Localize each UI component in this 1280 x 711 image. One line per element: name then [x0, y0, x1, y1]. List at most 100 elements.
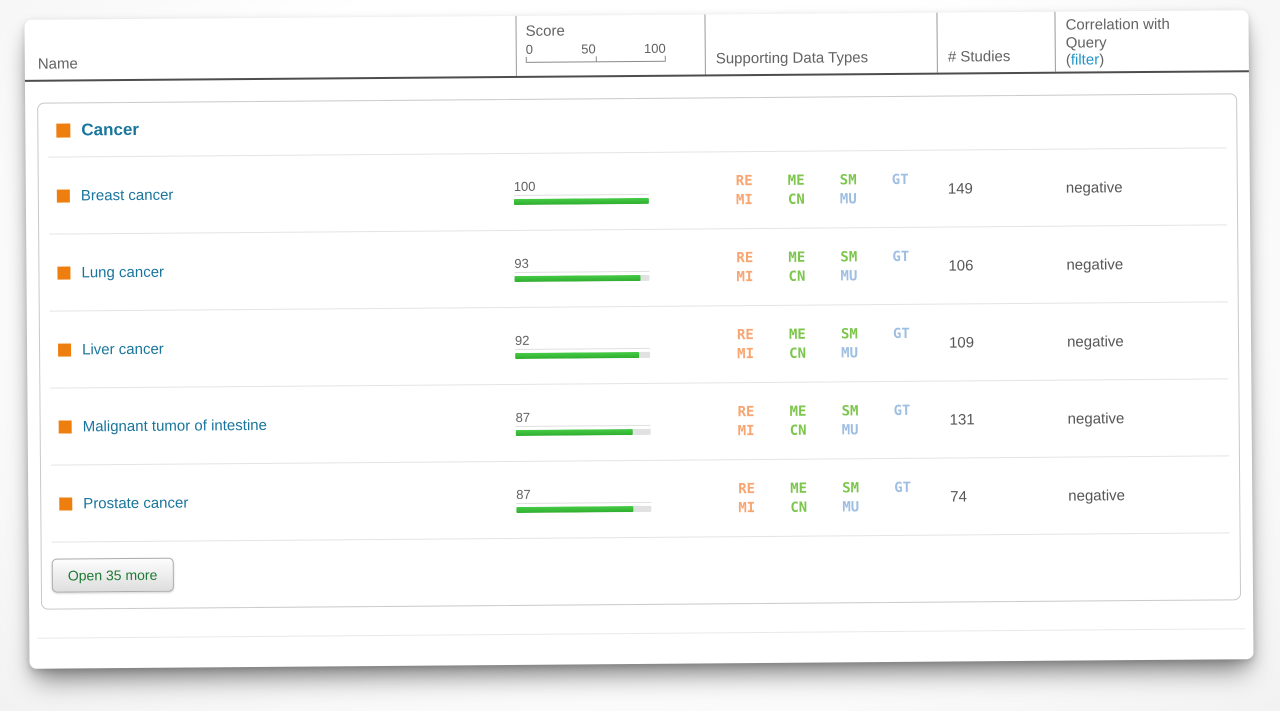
data-type-badge-sm: SM	[840, 248, 858, 265]
data-type-badge-mi: MI	[737, 422, 755, 439]
supporting-data-types-badges: RE ME SM GT MI CN MU	[706, 479, 938, 516]
row-name-link[interactable]: Prostate cancer	[83, 494, 189, 512]
data-type-badge-gt: GT	[893, 402, 911, 419]
data-type-badge-sm: SM	[841, 402, 859, 419]
column-header-studies: # Studies	[936, 11, 1055, 73]
score-value: 87	[515, 408, 651, 427]
correlation-value: negative	[1068, 486, 1126, 505]
data-type-badge-re: RE	[738, 480, 756, 497]
data-type-badge-me: ME	[788, 326, 806, 343]
score-value: 93	[514, 254, 650, 273]
cancer-group-panel: Cancer Breast cancer 100 RE ME SM GT MI CN MU …	[37, 93, 1242, 610]
orange-square-icon	[56, 188, 70, 203]
data-type-badge-cn: CN	[787, 191, 805, 208]
supporting-data-types-badges: RE ME SM GT MI CN MU	[705, 325, 937, 362]
table-row: Malignant tumor of intestine 87 RE ME SM GT…	[40, 379, 1239, 464]
name-cell: Malignant tumor of intestine	[41, 414, 516, 435]
score-value: 100	[513, 177, 649, 196]
filter-link[interactable]: filter	[1070, 51, 1100, 69]
score-tick-50: 50	[581, 41, 596, 57]
score-cell: 87	[516, 485, 706, 513]
paren-close: )	[1099, 51, 1105, 69]
score-bar	[515, 351, 651, 359]
score-bar	[514, 274, 650, 282]
data-type-badge-mu: MU	[840, 267, 858, 284]
studies-count: 109	[948, 333, 975, 352]
data-type-badge-re: RE	[735, 172, 753, 189]
orange-square-icon	[58, 419, 72, 434]
score-bar	[513, 197, 649, 205]
score-column-label: Score	[525, 22, 565, 40]
open-more-button[interactable]: Open 35 more	[51, 557, 174, 593]
score-value: 92	[514, 331, 651, 350]
correlation-value: negative	[1066, 332, 1124, 351]
table-row: Liver cancer 92 RE ME SM GT MI CN MU 109 negat…	[40, 302, 1239, 387]
studies-count: 106	[948, 256, 974, 275]
group-header-cancer: Cancer	[38, 94, 1236, 156]
data-type-badge-mu: MU	[839, 190, 857, 207]
orange-square-icon	[56, 122, 71, 138]
studies-count: 149	[947, 179, 973, 198]
studies-count: 131	[949, 410, 975, 429]
orange-square-icon	[57, 265, 71, 280]
correlation-label-line1: Correlation with	[1065, 15, 1170, 34]
row-name-link[interactable]: Lung cancer	[81, 263, 165, 281]
table-header-row: Name Score 0 50 100 Supporting Data Type…	[24, 10, 1249, 82]
score-bar	[516, 505, 652, 513]
score-cell: 87	[515, 408, 706, 436]
data-type-badge-re: RE	[736, 326, 754, 343]
data-type-badge-cn: CN	[788, 268, 806, 285]
correlation-value: negative	[1065, 178, 1123, 197]
data-type-badge-mu: MU	[842, 498, 860, 515]
score-ruler-axis	[525, 55, 666, 63]
data-type-badge-mi: MI	[738, 499, 756, 516]
correlation-value: negative	[1066, 255, 1124, 274]
data-type-badge-me: ME	[790, 480, 808, 497]
correlation-filter-row: (filter)	[1066, 51, 1249, 70]
orange-square-icon	[59, 496, 73, 511]
table-row: Prostate cancer 87 RE ME SM GT MI CN MU 74 neg…	[41, 456, 1240, 541]
name-cell: Liver cancer	[40, 337, 515, 358]
column-header-correlation: Correlation with Query (filter)	[1054, 10, 1249, 72]
column-header-score: Score 0 50 100	[515, 14, 705, 76]
data-type-badge-sm: SM	[840, 325, 858, 342]
row-name-link[interactable]: Liver cancer	[81, 340, 164, 358]
score-tick-0: 0	[525, 41, 534, 57]
name-column-label: Name	[37, 55, 78, 73]
data-type-badge-gt: GT	[892, 325, 910, 342]
supporting-data-types-badges: RE ME SM GT MI CN MU	[704, 171, 936, 208]
data-type-badge-mi: MI	[737, 345, 755, 362]
data-type-badge-gt: GT	[892, 248, 910, 265]
data-type-badge-mi: MI	[736, 268, 754, 285]
data-type-badge-re: RE	[737, 403, 755, 420]
studies-count: 74	[950, 487, 967, 506]
correlation-label-line2: Query	[1065, 34, 1107, 52]
score-cell: 93	[514, 254, 704, 282]
row-name-link[interactable]: Malignant tumor of intestine	[82, 416, 267, 435]
results-table-card: Name Score 0 50 100 Supporting Data Type…	[24, 10, 1254, 669]
data-type-badge-gt: GT	[894, 479, 912, 496]
name-cell: Prostate cancer	[41, 491, 516, 512]
score-bar	[515, 428, 651, 436]
data-type-badge-me: ME	[788, 249, 806, 266]
score-value: 87	[516, 485, 652, 504]
data-type-badge-me: ME	[789, 403, 807, 420]
table-row: Breast cancer 100 RE ME SM GT MI CN MU 149 neg…	[39, 148, 1238, 233]
name-cell: Lung cancer	[39, 260, 514, 281]
correlation-value: negative	[1067, 409, 1125, 428]
table-row: Lung cancer 93 RE ME SM GT MI CN MU 106 negati…	[39, 225, 1238, 310]
name-cell: Breast cancer	[39, 183, 514, 204]
studies-column-label: # Studies	[947, 48, 1011, 66]
data-type-badge-sm: SM	[839, 171, 857, 188]
supporting-data-types-label: Supporting Data Types	[715, 49, 869, 68]
score-tick-100: 100	[643, 40, 666, 56]
data-type-badge-mu: MU	[841, 421, 859, 438]
supporting-data-types-badges: RE ME SM GT MI CN MU	[704, 248, 936, 285]
data-type-badge-mu: MU	[841, 344, 859, 361]
column-header-supporting-data-types: Supporting Data Types	[704, 12, 937, 75]
data-type-badge-re: RE	[736, 249, 754, 266]
row-name-link[interactable]: Breast cancer	[80, 186, 174, 204]
group-title-link[interactable]: Cancer	[81, 119, 140, 139]
column-header-name: Name	[24, 16, 515, 80]
